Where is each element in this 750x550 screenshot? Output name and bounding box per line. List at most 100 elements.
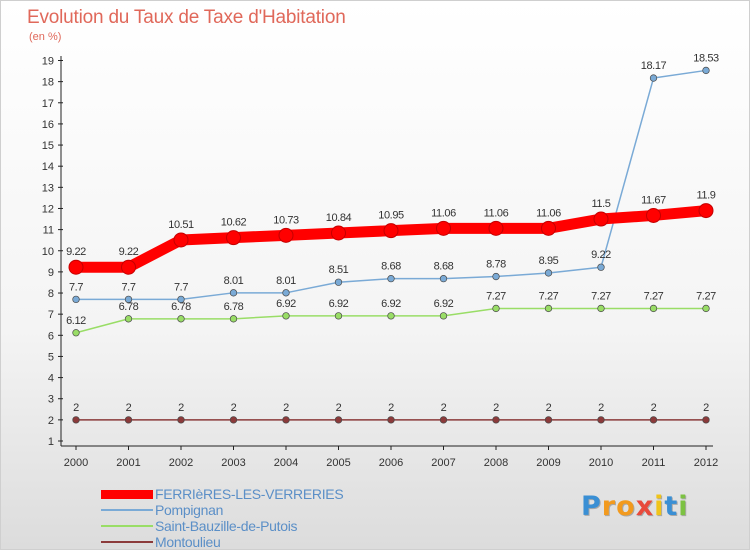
data-point [229, 289, 238, 297]
data-point [282, 416, 290, 424]
data-label: 10.73 [273, 214, 299, 226]
legend-swatch [101, 509, 153, 511]
y-tick-label: 19 [42, 56, 54, 68]
logo-letter: x [635, 491, 655, 522]
data-label: 2 [178, 402, 184, 414]
data-point [72, 329, 80, 337]
data-label: 7.7 [174, 281, 188, 293]
data-point [597, 304, 605, 313]
data-label: 18.17 [641, 60, 667, 72]
x-tick-label: 2008 [484, 457, 508, 469]
data-point [124, 295, 133, 304]
data-point [124, 315, 133, 323]
data-point [649, 74, 658, 82]
data-label: 2 [546, 402, 552, 414]
y-tick-label: 11 [43, 225, 54, 237]
logo-letter: r [601, 491, 617, 522]
logo-letter: t [664, 491, 679, 522]
data-label: 8.68 [381, 261, 401, 273]
data-point [334, 416, 343, 424]
x-tick-label: 2003 [221, 457, 245, 469]
x-tick-label: 2006 [379, 457, 403, 469]
y-tick-label: 17 [42, 98, 54, 110]
x-tick-label: 2000 [64, 457, 88, 469]
data-point [702, 304, 710, 313]
data-label: 11.5 [592, 198, 611, 210]
data-label: 10.84 [326, 212, 352, 224]
legend-item: Montoulieu [101, 534, 401, 550]
logo-letter: i [654, 491, 665, 522]
data-point [544, 416, 553, 424]
legend-item: Saint-Bauzille-de-Putois [101, 518, 401, 534]
chart-title: Evolution du Taux de Taxe d'Habitation [27, 7, 346, 28]
data-label: 11.9 [697, 190, 716, 202]
logo-letter: o [616, 491, 636, 522]
data-point [383, 223, 399, 239]
data-label: 11.67 [641, 194, 666, 206]
data-point [439, 275, 448, 283]
data-label: 10.51 [168, 219, 194, 231]
logo-letter: P [581, 491, 602, 522]
data-label: 7.27 [539, 290, 559, 302]
data-label: 8.78 [486, 259, 506, 271]
data-point [597, 416, 605, 424]
legend-label: FERRIèRES-LES-VERRERIES [155, 486, 344, 502]
data-point [72, 416, 80, 424]
data-label: 11.06 [536, 207, 561, 219]
data-label: 2 [388, 402, 394, 414]
data-label: 9.22 [119, 246, 139, 258]
data-label: 9.22 [66, 246, 86, 258]
y-tick-label: 16 [42, 119, 54, 131]
y-tick-label: 10 [42, 246, 54, 258]
data-label: 6.92 [434, 298, 454, 310]
data-point [698, 203, 714, 219]
y-tick-label: 3 [48, 394, 54, 406]
x-tick-label: 2009 [536, 457, 560, 469]
data-label: 7.27 [644, 290, 664, 302]
data-label: 6.78 [119, 301, 139, 313]
data-point [597, 263, 605, 271]
data-point [544, 304, 553, 313]
data-label: 8.95 [539, 255, 559, 267]
data-label: 9.22 [591, 249, 611, 261]
data-point [649, 304, 658, 313]
x-tick-label: 2001 [116, 457, 140, 469]
data-point [702, 66, 710, 75]
data-point [702, 416, 710, 424]
data-point [177, 315, 185, 323]
data-label: 18.53 [693, 52, 719, 64]
data-point [646, 207, 661, 223]
y-tick-label: 7 [48, 309, 54, 321]
data-point [439, 312, 448, 320]
data-label: 8.68 [434, 261, 454, 273]
data-label: 11.06 [484, 207, 509, 219]
data-label: 7.27 [696, 290, 716, 302]
data-label: 7.27 [591, 290, 611, 302]
data-point [331, 225, 346, 241]
data-label: 6.78 [224, 301, 244, 313]
x-tick-label: 2002 [169, 457, 193, 469]
x-tick-label: 2010 [589, 457, 613, 469]
data-point [649, 416, 658, 424]
legend-item: Pompignan [101, 502, 401, 518]
y-tick-label: 18 [42, 77, 54, 89]
data-point [492, 272, 500, 281]
x-tick-label: 2011 [642, 457, 666, 469]
data-label: 11.06 [431, 207, 456, 219]
data-label: 7.7 [69, 281, 83, 293]
data-point [492, 304, 500, 313]
data-label: 6.92 [329, 298, 349, 310]
data-point [72, 295, 80, 304]
x-tick-label: 2005 [326, 457, 350, 469]
y-tick-label: 12 [42, 203, 54, 215]
data-point [488, 220, 504, 236]
legend-label: Pompignan [155, 502, 224, 518]
data-label: 8.01 [276, 275, 296, 287]
data-point [334, 312, 343, 320]
chart-subtitle: (en %) [29, 31, 62, 43]
data-label: 10.95 [378, 210, 404, 222]
data-label: 2 [598, 402, 604, 414]
y-tick-label: 1 [48, 436, 54, 448]
y-tick-label: 4 [48, 373, 54, 385]
